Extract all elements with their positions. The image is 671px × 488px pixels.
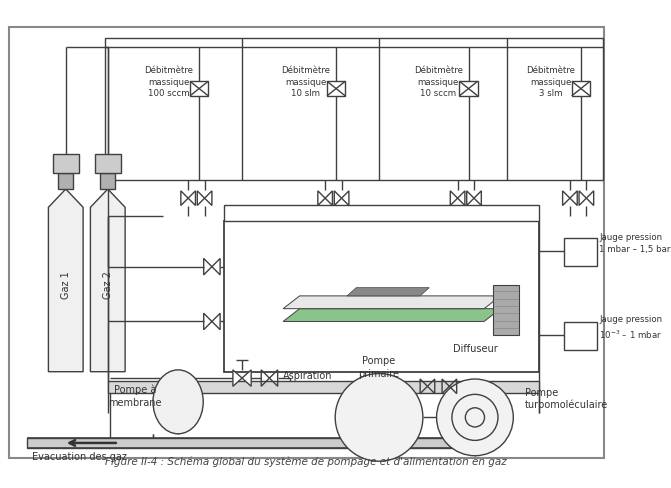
Bar <box>108 381 539 393</box>
Polygon shape <box>493 285 519 335</box>
Text: Débitmètre
massique
10 slm: Débitmètre massique 10 slm <box>281 66 331 98</box>
Text: 00: 00 <box>103 161 112 166</box>
Polygon shape <box>242 370 251 386</box>
Polygon shape <box>347 287 429 296</box>
Text: Figure II-4 : Schéma global du système de pompage et d'alimentation en gaz: Figure II-4 : Schéma global du système d… <box>105 457 507 468</box>
Text: 00: 00 <box>61 161 70 166</box>
Bar <box>223 221 539 372</box>
Text: Jauge pression
$10^{-3}$ – 1 mbar: Jauge pression $10^{-3}$ – 1 mbar <box>599 315 662 341</box>
Text: Pompe à
membrane: Pompe à membrane <box>109 385 162 408</box>
Bar <box>58 173 73 189</box>
Text: Jauge pression
1 mbar – 1,5 bar: Jauge pression 1 mbar – 1,5 bar <box>599 233 670 254</box>
Circle shape <box>437 379 513 456</box>
Polygon shape <box>48 189 83 372</box>
Polygon shape <box>91 189 125 372</box>
Bar <box>564 238 597 266</box>
Bar <box>28 438 484 447</box>
Text: Evacuation des gaz: Evacuation des gaz <box>32 451 127 462</box>
Text: Débitmètre
massique
10 sccm: Débitmètre massique 10 sccm <box>414 66 463 98</box>
Bar <box>572 81 590 96</box>
Text: Diffuseur: Diffuseur <box>452 344 497 354</box>
Bar <box>105 39 603 180</box>
Bar <box>223 204 539 221</box>
Ellipse shape <box>153 370 203 434</box>
Text: Pompe
turbomoléculaire: Pompe turbomoléculaire <box>525 387 609 410</box>
Bar <box>327 81 346 96</box>
Bar <box>190 81 208 96</box>
Text: Débitmètre
massique
3 slm: Débitmètre massique 3 slm <box>526 66 575 98</box>
Text: Gaz 1: Gaz 1 <box>61 271 70 299</box>
Polygon shape <box>283 309 501 322</box>
Polygon shape <box>283 296 501 309</box>
Bar <box>460 81 478 96</box>
Text: Débitmètre
massique
100 sccm: Débitmètre massique 100 sccm <box>144 66 193 98</box>
Text: Aspiration: Aspiration <box>283 371 333 381</box>
Bar <box>53 154 79 173</box>
Text: Pompe
primaire: Pompe primaire <box>358 356 399 379</box>
Circle shape <box>336 373 423 461</box>
Text: Gaz 2: Gaz 2 <box>103 271 113 299</box>
Polygon shape <box>233 370 242 386</box>
Bar <box>564 323 597 350</box>
Bar <box>101 173 115 189</box>
Bar <box>95 154 121 173</box>
